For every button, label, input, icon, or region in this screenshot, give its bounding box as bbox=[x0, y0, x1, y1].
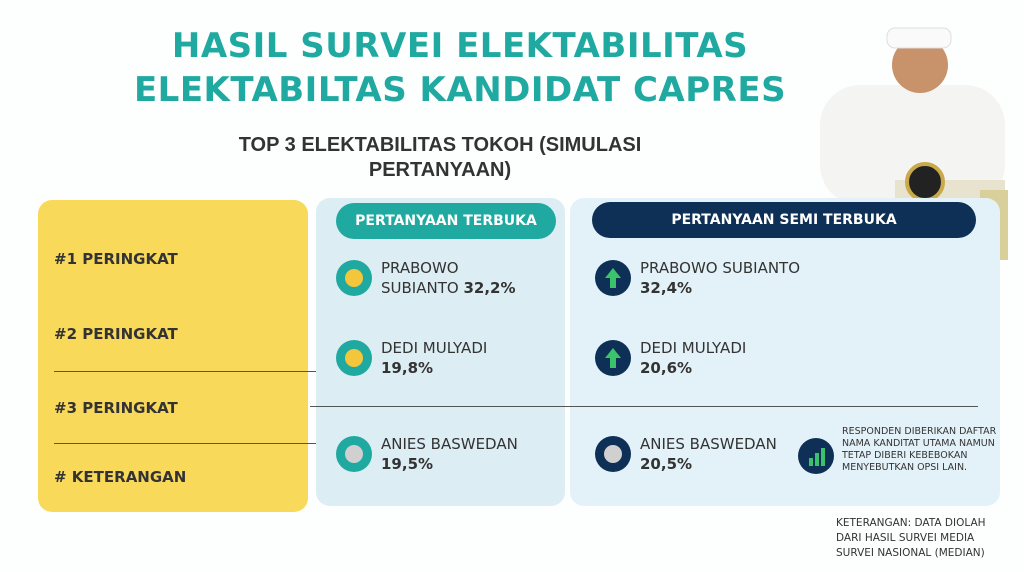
column-header: PERTANYAAN SEMI TERBUKA bbox=[592, 202, 976, 238]
medal-icon bbox=[336, 340, 372, 376]
medal-icon bbox=[336, 260, 372, 296]
separator bbox=[310, 406, 978, 407]
title-line: HASIL SURVEI ELEKTABILITAS bbox=[171, 26, 749, 66]
candidate-name: PRABOWO SUBIANTO bbox=[640, 259, 801, 277]
separator bbox=[54, 371, 316, 372]
candidate-value: 32,2% bbox=[463, 279, 516, 297]
row-label: #2 PERINGKAT bbox=[54, 325, 178, 343]
candidate-name: ANIES BASWEDAN bbox=[640, 435, 777, 453]
subtitle-line: TOP 3 ELEKTABILITAS TOKOH (SIMULASI bbox=[238, 134, 642, 156]
row-label: #3 PERINGKAT bbox=[54, 399, 178, 417]
medal-icon bbox=[595, 436, 631, 472]
candidate-value: 19,5% bbox=[381, 455, 434, 473]
candidate-value: 20,5% bbox=[640, 455, 693, 473]
trend-icon bbox=[595, 260, 631, 296]
candidate: PRABOWO SUBIANTO 32,4% bbox=[640, 258, 800, 298]
candidate: PRABOWO SUBIANTO 32,2% bbox=[381, 258, 531, 298]
rank-panel bbox=[38, 200, 308, 512]
candidate: ANIES BASWEDAN 19,5% bbox=[381, 434, 518, 474]
chart-icon bbox=[798, 438, 834, 474]
candidate: DEDI MULYADI 19,8% bbox=[381, 338, 487, 378]
title-line: ELEKTABILTAS KANDIDAT CAPRES bbox=[133, 70, 787, 110]
candidate-value: 19,8% bbox=[381, 359, 434, 377]
subtitle-line: PERTANYAAN) bbox=[368, 159, 512, 181]
candidate-name: DEDI MULYADI bbox=[640, 339, 747, 357]
note: RESPONDEN DIBERIKAN DAFTAR NAMA KANDITAT… bbox=[842, 426, 997, 473]
candidate-value: 20,6% bbox=[640, 359, 693, 377]
candidate-name: PRABOWO SUBIANTO bbox=[381, 259, 459, 297]
candidate-value: 32,4% bbox=[640, 279, 693, 297]
trend-icon bbox=[595, 340, 631, 376]
row-label: #1 PERINGKAT bbox=[54, 250, 178, 268]
column-header: PERTANYAAN TERBUKA bbox=[336, 203, 556, 239]
candidate: ANIES BASWEDAN 20,5% bbox=[640, 434, 777, 474]
row-label: # KETERANGAN bbox=[54, 468, 187, 486]
separator bbox=[54, 443, 316, 444]
semi-panel bbox=[570, 198, 1000, 506]
candidate: DEDI MULYADI 20,6% bbox=[640, 338, 746, 378]
candidate-name: DEDI MULYADI bbox=[381, 339, 488, 357]
footer-note: KETERANGAN: DATA DIOLAH DARI HASIL SURVE… bbox=[836, 517, 986, 559]
medal-icon bbox=[336, 436, 372, 472]
candidate-name: ANIES BASWEDAN bbox=[381, 435, 518, 453]
